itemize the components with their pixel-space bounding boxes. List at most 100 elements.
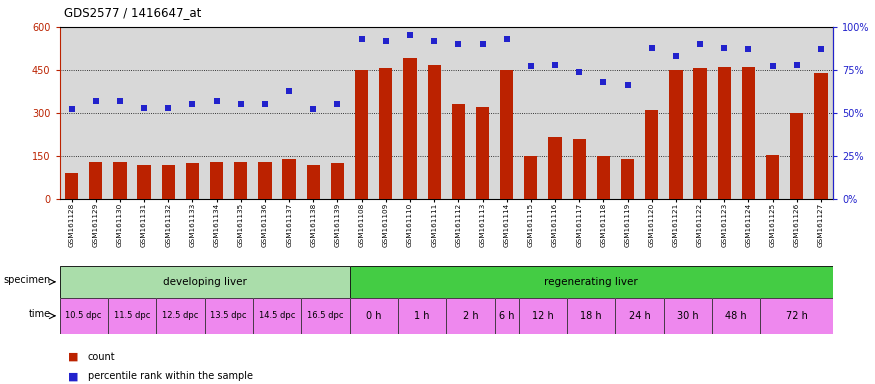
Bar <box>688 27 712 199</box>
Bar <box>471 27 494 199</box>
Bar <box>572 139 586 199</box>
Text: 72 h: 72 h <box>786 311 808 321</box>
Point <box>403 32 417 38</box>
Point <box>161 105 175 111</box>
Bar <box>137 164 150 199</box>
Bar <box>519 27 543 199</box>
Text: ■: ■ <box>68 371 79 381</box>
Point <box>524 63 538 70</box>
Text: 12 h: 12 h <box>532 311 554 321</box>
Text: 10.5 dpc: 10.5 dpc <box>66 311 102 320</box>
Point <box>113 98 127 104</box>
Bar <box>205 27 228 199</box>
Bar <box>306 165 320 199</box>
Bar <box>760 27 785 199</box>
Bar <box>640 27 664 199</box>
Bar <box>234 162 248 199</box>
Point <box>427 38 441 44</box>
Point <box>718 45 732 51</box>
Bar <box>543 27 567 199</box>
Bar <box>452 104 465 199</box>
Bar <box>228 27 253 199</box>
Bar <box>712 27 737 199</box>
Bar <box>645 110 658 199</box>
Bar <box>549 137 562 199</box>
Text: 30 h: 30 h <box>677 311 699 321</box>
Point <box>572 68 586 74</box>
Bar <box>301 27 326 199</box>
Point <box>186 101 200 108</box>
Bar <box>84 27 108 199</box>
Bar <box>331 163 344 199</box>
Point <box>548 62 562 68</box>
Point <box>234 101 248 108</box>
Point <box>258 101 272 108</box>
Bar <box>355 70 368 199</box>
Bar <box>89 162 102 199</box>
Bar <box>615 27 640 199</box>
Text: developing liver: developing liver <box>163 277 247 287</box>
Bar <box>162 165 175 199</box>
Bar <box>567 27 592 199</box>
Point <box>65 106 79 113</box>
Bar <box>621 159 634 199</box>
Bar <box>718 67 731 199</box>
Bar <box>592 27 615 199</box>
Text: 6 h: 6 h <box>499 311 514 321</box>
Bar <box>210 162 223 199</box>
Bar <box>379 68 393 199</box>
Bar <box>446 27 471 199</box>
Bar <box>374 27 398 199</box>
Bar <box>785 27 808 199</box>
Bar <box>766 156 780 199</box>
Point <box>814 46 828 52</box>
Bar <box>157 27 180 199</box>
Point <box>620 82 634 88</box>
Text: 16.5 dpc: 16.5 dpc <box>307 311 344 320</box>
Point <box>331 101 345 108</box>
Text: 2 h: 2 h <box>463 311 479 321</box>
Text: percentile rank within the sample: percentile rank within the sample <box>88 371 253 381</box>
Bar <box>350 27 374 199</box>
Bar <box>790 113 803 199</box>
Bar <box>277 27 301 199</box>
Text: GDS2577 / 1416647_at: GDS2577 / 1416647_at <box>64 6 201 19</box>
Bar <box>808 27 833 199</box>
Bar <box>253 27 277 199</box>
Point <box>500 36 514 42</box>
Bar <box>742 67 755 199</box>
Bar <box>428 65 441 199</box>
Text: 11.5 dpc: 11.5 dpc <box>114 311 150 320</box>
Point <box>790 62 804 68</box>
Point <box>88 98 102 104</box>
Text: 48 h: 48 h <box>725 311 747 321</box>
Text: count: count <box>88 352 116 362</box>
Bar <box>524 156 537 199</box>
Bar <box>693 68 707 199</box>
Point <box>379 38 393 44</box>
Point <box>475 41 489 47</box>
Text: regenerating liver: regenerating liver <box>544 277 638 287</box>
Point <box>137 105 151 111</box>
Bar <box>186 163 200 199</box>
Bar <box>669 70 682 199</box>
Point <box>645 45 659 51</box>
Text: 18 h: 18 h <box>580 311 602 321</box>
Bar <box>60 27 84 199</box>
Point <box>693 41 707 47</box>
Bar <box>326 27 350 199</box>
Bar <box>597 156 610 199</box>
Bar <box>283 159 296 199</box>
Bar <box>65 173 78 199</box>
Point <box>766 63 780 70</box>
Text: ■: ■ <box>68 352 79 362</box>
Bar <box>500 70 514 199</box>
Bar <box>180 27 205 199</box>
Text: 12.5 dpc: 12.5 dpc <box>162 311 199 320</box>
Bar <box>403 58 416 199</box>
Text: specimen: specimen <box>4 275 51 285</box>
Bar <box>494 27 519 199</box>
Bar <box>398 27 422 199</box>
Point <box>741 46 755 52</box>
Point <box>282 88 296 94</box>
